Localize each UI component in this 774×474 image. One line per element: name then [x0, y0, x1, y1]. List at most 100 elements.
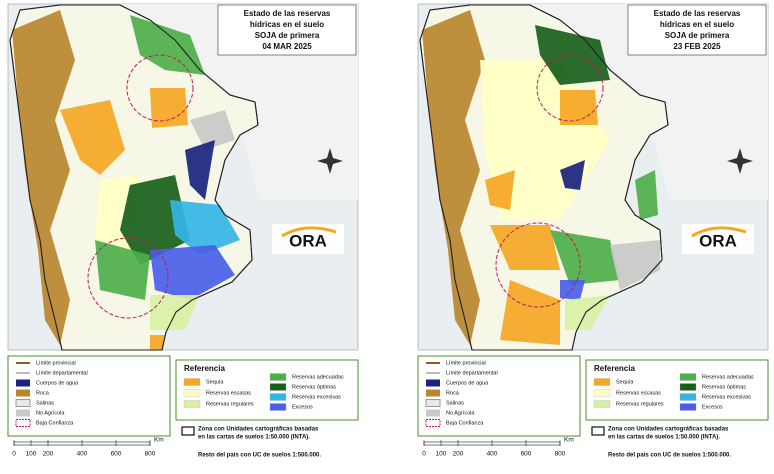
- soil-zone: [560, 90, 598, 125]
- soil-zone: [610, 240, 660, 290]
- reference-label: Reservas óptimas: [292, 384, 336, 390]
- legend-label: No Agrícola: [446, 410, 475, 416]
- legend-label: No Agrícola: [36, 410, 65, 416]
- reference-label: Excesos: [292, 404, 313, 410]
- reference-label: Reservas escasas: [206, 390, 251, 396]
- scale-label: 400: [77, 451, 88, 458]
- reference-label: Sequía: [616, 379, 634, 385]
- soil-zone: [485, 170, 515, 210]
- reference-swatch: [679, 373, 697, 381]
- map-title: hídricas en el suelo: [660, 20, 734, 29]
- reference-swatch: [679, 403, 697, 411]
- legend-label: Cuerpos de agua: [446, 380, 489, 386]
- title-box: [627, 4, 767, 56]
- argentina-outline: [419, 4, 669, 351]
- reference-label: Reservas adecuadas: [292, 374, 344, 380]
- argentina-outline: [9, 4, 259, 351]
- legend-swatch: [15, 399, 31, 407]
- reference-label: Reservas excesivas: [702, 394, 751, 400]
- note-text: Zona con Unidades cartográficas basadas: [198, 427, 319, 433]
- scale-label: 200: [453, 451, 464, 458]
- logo-arc: [691, 226, 747, 238]
- legend-swatch: [16, 409, 30, 417]
- reference-swatch: [183, 389, 201, 397]
- scale-label: 100: [26, 451, 37, 458]
- reference-title: Referencia: [594, 364, 635, 373]
- map-panel: Estado de las reservas hídricas en el sue…: [7, 3, 359, 459]
- soil-zone: [60, 100, 125, 175]
- note-text: en las cartas de suelos 1:50.000 (INTA).: [198, 435, 310, 441]
- reference-label: Reservas regulares: [206, 401, 254, 407]
- map-title: hídricas en el suelo: [250, 20, 324, 29]
- map-title: 23 FEB 2025: [673, 42, 721, 51]
- reference-box: [175, 359, 359, 421]
- legend-swatch: [425, 399, 441, 407]
- reference-swatch: [679, 383, 697, 391]
- reference-label: Sequía: [206, 379, 224, 385]
- legend-label: Límite departamental: [36, 370, 88, 376]
- legend-swatch: [426, 389, 440, 397]
- reference-swatch: [593, 389, 611, 397]
- map-title: 04 MAR 2025: [262, 42, 312, 51]
- soil-zone: [500, 280, 560, 345]
- reference-swatch: [183, 378, 201, 386]
- reference-swatch: [269, 373, 287, 381]
- legend-swatch: [15, 419, 31, 427]
- logo-arc: [281, 226, 337, 238]
- low-confidence-zone: [87, 237, 169, 319]
- note-swatch: [181, 426, 195, 436]
- reference-swatch: [593, 400, 611, 408]
- legend-label: Baja Confianza: [446, 420, 484, 426]
- logo: ORA: [289, 231, 327, 250]
- map-title: SOJA de primera: [665, 31, 730, 40]
- scale-label: 400: [487, 451, 498, 458]
- scale-label: 0: [422, 451, 426, 458]
- scale-unit: Km: [154, 437, 164, 444]
- soil-zone: [190, 110, 235, 150]
- reference-box: [585, 359, 769, 421]
- soil-zone: [560, 280, 585, 300]
- note-swatch: [591, 426, 605, 436]
- legend-swatch: [426, 379, 440, 387]
- reference-label: Reservas escasas: [616, 390, 661, 396]
- legend-label: Salinas: [446, 400, 464, 406]
- reference-label: Reservas adecuadas: [702, 374, 754, 380]
- legend-swatch: [426, 409, 440, 417]
- map-title: Estado de las reservas: [654, 9, 741, 18]
- scale-label: 600: [111, 451, 122, 458]
- compass: [317, 148, 343, 174]
- legend-label: Roca: [36, 390, 50, 396]
- reference-title: Referencia: [184, 364, 225, 373]
- legend-label: Salinas: [36, 400, 54, 406]
- reference-swatch: [679, 393, 697, 401]
- soil-zone: [12, 10, 75, 345]
- reference-swatch: [269, 383, 287, 391]
- soil-zone: [560, 160, 585, 190]
- soil-zone: [550, 230, 620, 285]
- legend-label: Límite provincial: [36, 360, 76, 366]
- reference-swatch: [183, 400, 201, 408]
- reference-swatch: [269, 393, 287, 401]
- legend-swatch: [16, 389, 30, 397]
- soil-zone: [150, 88, 188, 128]
- legend-label: Baja Confianza: [36, 420, 74, 426]
- reference-label: Excesos: [702, 404, 723, 410]
- legend-label: Roca: [446, 390, 460, 396]
- low-confidence-zone: [495, 222, 581, 308]
- note-text: en las cartas de suelos 1:50.000 (INTA).: [608, 435, 720, 441]
- legend-swatch: [425, 419, 441, 427]
- compass: [727, 148, 753, 174]
- title-box: [217, 4, 357, 56]
- scale-label: 100: [436, 451, 447, 458]
- soil-zone: [120, 175, 190, 265]
- scale-label: 0: [12, 451, 16, 458]
- soil-zone: [635, 170, 658, 220]
- soil-zone: [185, 140, 215, 200]
- soil-zone: [565, 295, 610, 330]
- low-confidence-zone: [536, 54, 604, 122]
- reference-swatch: [269, 403, 287, 411]
- note-text: Zona con Unidades cartográficas basadas: [608, 427, 729, 433]
- soil-zone: [150, 245, 235, 300]
- reference-label: Reservas regulares: [616, 401, 664, 407]
